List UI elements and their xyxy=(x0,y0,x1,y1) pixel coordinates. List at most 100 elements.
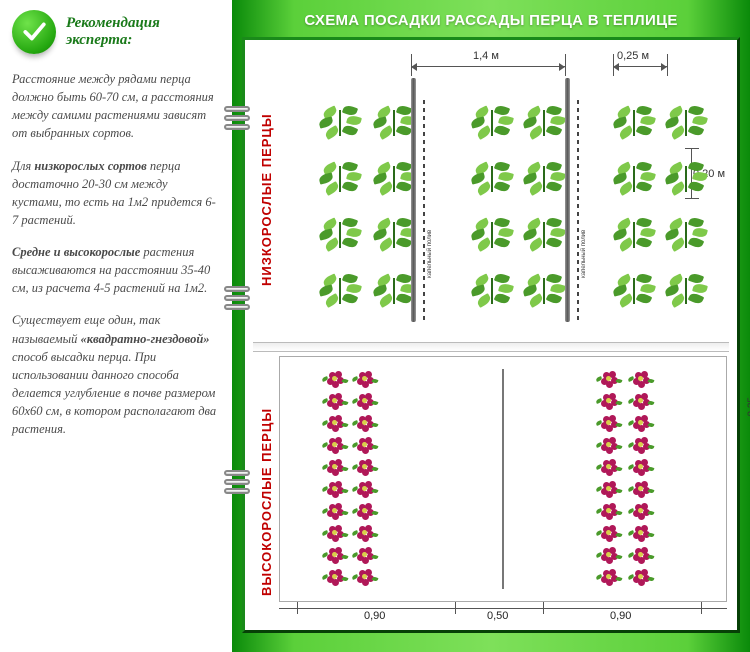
right-scale-label: 0,25 xyxy=(746,397,750,416)
flower-icon xyxy=(632,481,650,497)
flower-column xyxy=(356,371,374,585)
flower-icon xyxy=(326,481,344,497)
plant-icon xyxy=(523,160,565,196)
flower-icon xyxy=(600,371,618,387)
flower-icon xyxy=(632,547,650,563)
flower-icon xyxy=(632,503,650,519)
plant-icon xyxy=(319,160,361,196)
plant-column xyxy=(665,104,707,308)
flower-icon xyxy=(356,371,374,387)
plant-icon xyxy=(373,160,415,196)
dim-line-rowgap xyxy=(613,66,667,67)
plant-icon xyxy=(523,272,565,308)
expert-heading: Рекомендация эксперта: xyxy=(12,10,220,54)
flower-icon xyxy=(600,459,618,475)
plant-icon xyxy=(471,104,513,140)
flower-column xyxy=(632,371,650,585)
plant-icon xyxy=(471,160,513,196)
ruler-tick xyxy=(297,602,298,614)
flower-icon xyxy=(326,503,344,519)
ruler-tick xyxy=(543,602,544,614)
expert-sidebar: Рекомендация эксперта: Расстояние между … xyxy=(0,0,232,652)
flower-icon xyxy=(600,437,618,453)
ruler-tick xyxy=(701,602,702,614)
plant-icon xyxy=(665,104,707,140)
plant-icon xyxy=(471,272,513,308)
flower-icon xyxy=(356,547,374,563)
flower-icon xyxy=(356,503,374,519)
dim-between-label: 1,4 м xyxy=(473,50,499,62)
expert-title-l1: Рекомендация xyxy=(66,15,160,31)
flower-icon xyxy=(326,459,344,475)
flower-icon xyxy=(326,569,344,585)
plant-icon xyxy=(471,216,513,252)
flower-icon xyxy=(600,481,618,497)
plant-icon xyxy=(319,272,361,308)
plant-icon xyxy=(613,216,655,252)
expert-title-l2: эксперта: xyxy=(66,32,132,48)
flower-column xyxy=(326,371,344,585)
flower-icon xyxy=(600,503,618,519)
plant-icon xyxy=(523,216,565,252)
flower-column xyxy=(600,371,618,585)
bottom-ruler: 0,900,500,90 xyxy=(279,602,727,626)
diagram-title: СХЕМА ПОСАДКИ РАССАДЫ ПЕРЦА В ТЕПЛИЦЕ xyxy=(236,4,746,35)
plant-column xyxy=(471,104,513,308)
plant-column xyxy=(373,104,415,308)
flower-icon xyxy=(632,459,650,475)
bot-outline: 0,25 xyxy=(279,356,727,602)
para-1: Расстояние между рядами перца должно быт… xyxy=(12,70,220,143)
flower-icon xyxy=(632,415,650,431)
flower-icon xyxy=(326,371,344,387)
plant-column xyxy=(613,104,655,308)
flower-icon xyxy=(632,525,650,541)
plant-icon xyxy=(665,272,707,308)
plant-column xyxy=(319,104,361,308)
plant-icon xyxy=(613,272,655,308)
plant-icon xyxy=(373,216,415,252)
plant-icon xyxy=(319,104,361,140)
ruler-label: 0,90 xyxy=(610,610,631,622)
ruler-label: 0,90 xyxy=(364,610,385,622)
dim-rowgap-label: 0,25 м xyxy=(617,50,649,62)
flower-icon xyxy=(632,371,650,387)
flower-icon xyxy=(600,415,618,431)
plant-icon xyxy=(665,216,707,252)
plant-icon xyxy=(373,104,415,140)
dim-line-between xyxy=(411,66,565,67)
flower-icon xyxy=(632,393,650,409)
plant-icon xyxy=(665,160,707,196)
bot-section-label: ВЫСОКОРОСЛЫЕ ПЕРЦЫ xyxy=(259,408,274,596)
flower-icon xyxy=(600,569,618,585)
drip-label: капельный полив xyxy=(581,230,587,278)
plant-icon xyxy=(319,216,361,252)
spiral-binding-icon xyxy=(224,286,250,310)
low-grow-panel: 1,4 м 0,25 м 0,20 м капельный поливкапел… xyxy=(279,48,727,338)
stake-icon xyxy=(565,78,570,322)
flower-icon xyxy=(326,437,344,453)
high-grow-panel: 0,25 0,900,500,90 xyxy=(279,356,727,626)
dim-tick xyxy=(565,54,566,76)
stake-icon xyxy=(411,78,416,322)
flower-icon xyxy=(600,393,618,409)
flower-icon xyxy=(632,569,650,585)
diagram-frame: НИЗКОРОСЛЫЕ ПЕРЦЫ ВЫСОКОРОСЛЫЕ ПЕРЦЫ 1,4… xyxy=(242,37,740,633)
ruler-tick xyxy=(455,602,456,614)
center-line xyxy=(502,369,504,589)
dim-tick xyxy=(667,54,668,76)
para-3: Средне и высокорослые растения высаживаю… xyxy=(12,243,220,297)
flower-icon xyxy=(356,481,374,497)
para-4: Существует еще один, так называемый «ква… xyxy=(12,311,220,438)
flower-icon xyxy=(326,525,344,541)
spiral-binding-icon xyxy=(224,470,250,494)
flower-icon xyxy=(356,569,374,585)
flower-icon xyxy=(326,393,344,409)
ruler-bar xyxy=(279,608,727,609)
plant-column xyxy=(523,104,565,308)
flower-icon xyxy=(356,393,374,409)
plant-icon xyxy=(613,160,655,196)
diagram-panel: СХЕМА ПОСАДКИ РАССАДЫ ПЕРЦА В ТЕПЛИЦЕ НИ… xyxy=(232,0,750,652)
para-2: Для низкорослых сортов перца достаточно … xyxy=(12,157,220,230)
checkmark-icon xyxy=(12,10,56,54)
flower-icon xyxy=(356,459,374,475)
